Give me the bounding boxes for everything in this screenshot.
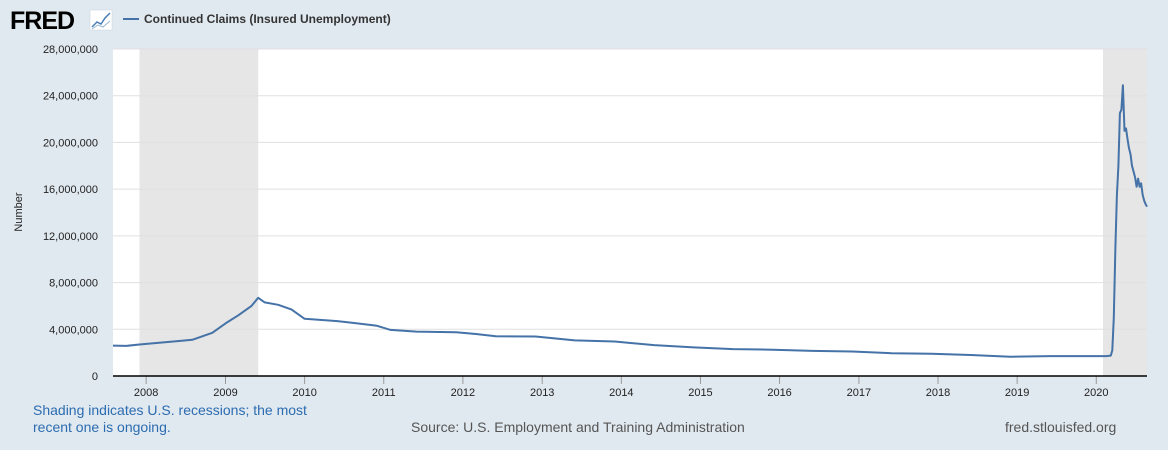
grid-lines (113, 48, 1147, 330)
y-tick-label: 0 (92, 371, 98, 383)
recession-band-2 (1102, 49, 1147, 376)
y-tick-label: 8,000,000 (49, 278, 98, 290)
fred-logo-text[interactable]: FRED (10, 7, 75, 35)
plot-area (113, 49, 1147, 376)
recession-band-1 (139, 49, 259, 376)
source-text: Source: U.S. Employment and Training Adm… (411, 419, 745, 435)
x-tick-label: 2010 (292, 387, 316, 399)
x-tick-label: 2008 (134, 387, 158, 399)
y-axis-ticks: 0 4,000,000 8,000,000 12,000,000 16,000,000 2… (43, 44, 98, 383)
x-tick-label: 2016 (767, 387, 791, 399)
x-axis-ticks: 2008 2009 2010 2011 2012 2013 2014 2015 2016 2017… (134, 376, 1109, 399)
series-line[interactable] (112, 84, 1148, 358)
y-tick-label: 20,000,000 (43, 137, 98, 149)
x-tick-label: 2009 (213, 387, 237, 399)
y-tick-label: 12,000,000 (43, 231, 98, 243)
x-tick-label: 2015 (688, 387, 712, 399)
y-tick-label: 24,000,000 (43, 91, 98, 103)
y-tick-label: 28,000,000 (43, 44, 98, 56)
x-tick-label: 2014 (609, 387, 633, 399)
y-axis-label: Number (13, 192, 25, 231)
site-link[interactable]: fred.stlouisfed.org (1005, 419, 1117, 435)
x-tick-label: 2013 (530, 387, 554, 399)
recession-shading (139, 49, 1147, 376)
recession-note: Shading indicates U.S. recessions; the m… (33, 402, 307, 435)
y-tick-label: 4,000,000 (49, 324, 98, 336)
legend-label[interactable]: Continued Claims (Insured Unemployment) (144, 12, 391, 26)
x-tick-label: 2017 (847, 387, 871, 399)
x-tick-label: 2019 (1005, 387, 1029, 399)
x-tick-label: 2012 (451, 387, 475, 399)
x-tick-label: 2020 (1084, 387, 1108, 399)
x-tick-label: 2011 (372, 387, 396, 399)
x-tick-label: 2018 (926, 387, 950, 399)
line-chart-icon (89, 9, 113, 31)
y-tick-label: 16,000,000 (43, 184, 98, 196)
